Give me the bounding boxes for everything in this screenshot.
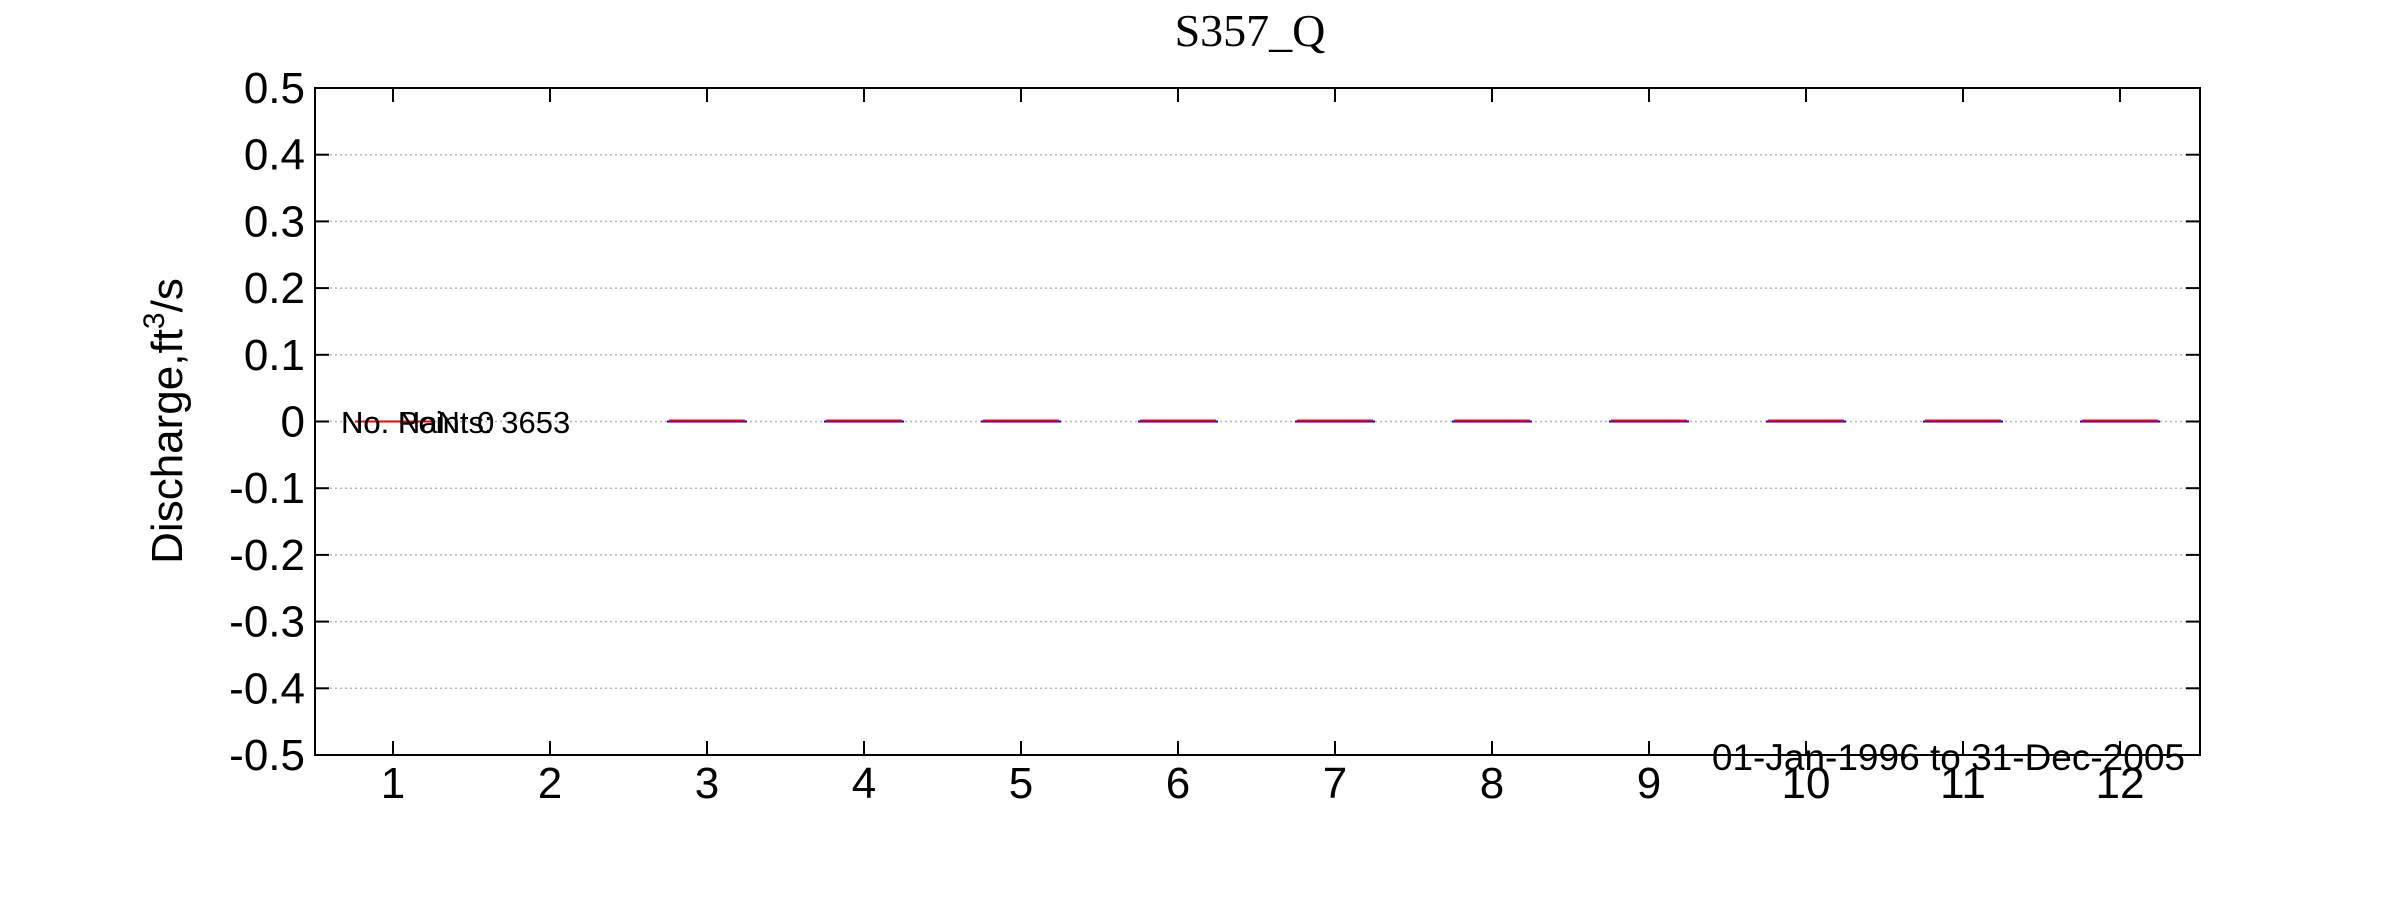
- x-tick-label: 6: [1166, 759, 1190, 808]
- x-tick-label: 12: [2096, 759, 2145, 808]
- plot-frame: [314, 87, 2201, 756]
- y-tick-label: -0.1: [229, 464, 305, 513]
- x-tick-label: 1: [381, 759, 405, 808]
- y-tick-label: 0.4: [244, 131, 305, 180]
- x-tick-label: 5: [1009, 759, 1033, 808]
- grid-lines: [315, 153, 2200, 690]
- x-tick-label: 9: [1637, 759, 1661, 808]
- y-tick-label: 0.5: [244, 64, 305, 113]
- y-tick-label: 0.2: [244, 264, 305, 313]
- x-tick-label: 4: [852, 759, 876, 808]
- x-axis-ticks: 1 2 3 4 5 6 7 8 9 10 11 12: [381, 88, 2145, 808]
- y-tick-label: -0.5: [229, 731, 305, 780]
- y-tick-label: -0.3: [229, 598, 305, 647]
- box-plot-marks: [355, 419, 2160, 423]
- points-count-annotation: No. Points: 3653: [341, 405, 570, 440]
- y-axis-label-text: Discharge,ft: [143, 329, 192, 564]
- y-axis-label: Discharge,ft3/s: [138, 278, 192, 564]
- x-tick-label: 3: [695, 759, 719, 808]
- nan-count-annotation: No. NaN: 0: [341, 405, 494, 440]
- y-axis-label-unit: /s: [143, 278, 192, 312]
- y-tick-label: 0.3: [244, 197, 305, 246]
- y-tick-label: -0.2: [229, 531, 305, 580]
- y-tick-label: 0: [281, 398, 305, 447]
- chart-title: S357_Q: [1175, 5, 1326, 56]
- x-tick-label: 10: [1782, 759, 1831, 808]
- x-tick-label: 2: [538, 759, 562, 808]
- x-tick-label: 11: [1940, 759, 1986, 808]
- date-range-annotation: 01-Jan-1996 to 31-Dec-2005: [1712, 737, 2185, 778]
- y-tick-label: 0.1: [244, 331, 305, 380]
- x-tick-label: 7: [1323, 759, 1347, 808]
- y-axis-label-superscript: 3: [138, 312, 171, 329]
- y-tick-label: -0.4: [229, 664, 305, 713]
- x-tick-label: 8: [1480, 759, 1504, 808]
- y-axis-ticks: 0.5 0.4 0.3 0.2 0.1 0 -0.1 -0.2 -0.3 -0.4 -0.5: [229, 64, 2200, 780]
